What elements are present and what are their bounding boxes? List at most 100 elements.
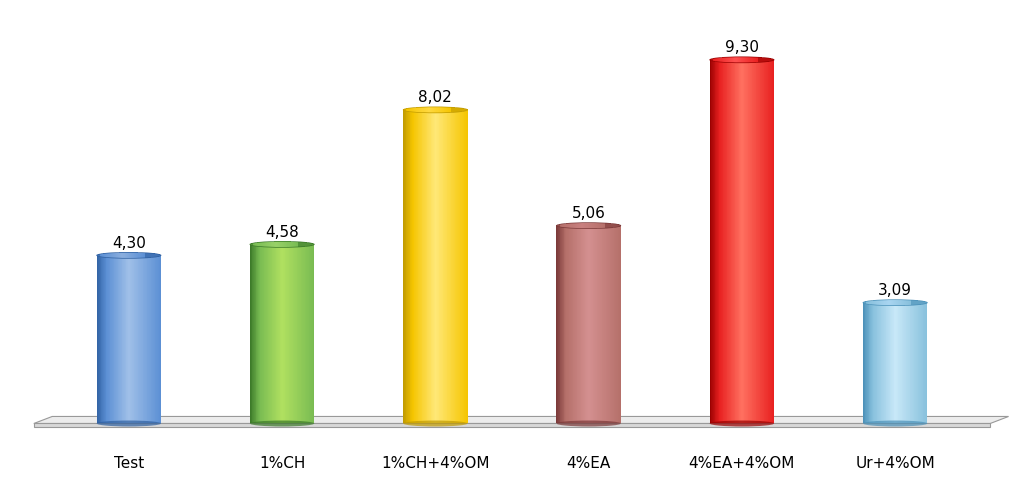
Bar — [594, 223, 595, 229]
Bar — [894, 300, 895, 306]
Text: 4,30: 4,30 — [112, 235, 145, 250]
Bar — [295, 242, 296, 248]
Bar — [607, 224, 608, 228]
Bar — [895, 300, 896, 306]
Bar — [921, 302, 922, 305]
Bar — [602, 224, 604, 229]
Bar — [883, 300, 884, 306]
Bar — [452, 108, 453, 113]
Bar — [884, 300, 885, 306]
Bar — [121, 253, 123, 259]
Bar — [865, 302, 866, 304]
Bar — [771, 60, 772, 62]
Bar — [739, 58, 740, 64]
Bar — [896, 300, 897, 306]
Bar — [578, 223, 579, 229]
Bar — [270, 242, 271, 248]
Bar — [110, 254, 111, 258]
Bar — [115, 253, 116, 258]
Bar — [135, 253, 136, 259]
Bar — [312, 244, 313, 246]
Bar — [571, 224, 572, 229]
Bar — [152, 254, 153, 258]
Bar — [409, 109, 410, 112]
Bar — [257, 243, 258, 247]
Bar — [275, 242, 276, 248]
Bar — [564, 224, 565, 228]
Bar — [435, 107, 436, 114]
Bar — [588, 223, 589, 229]
Bar — [467, 110, 468, 111]
Bar — [885, 300, 886, 306]
Bar — [114, 253, 115, 258]
Bar — [730, 58, 731, 63]
Bar — [147, 254, 148, 258]
Bar — [924, 302, 926, 304]
Bar — [446, 108, 447, 113]
Bar — [732, 58, 733, 63]
Bar — [97, 255, 98, 257]
Bar — [863, 302, 864, 303]
Bar — [879, 301, 881, 306]
Bar — [142, 253, 143, 258]
Bar — [905, 300, 906, 306]
Bar — [599, 223, 600, 229]
Bar — [129, 253, 130, 259]
Bar — [123, 253, 124, 259]
Bar — [293, 242, 294, 248]
Bar — [125, 253, 126, 259]
Bar — [273, 242, 274, 248]
Bar — [612, 224, 613, 228]
Bar — [459, 109, 460, 113]
Bar — [898, 300, 899, 306]
Bar — [103, 254, 104, 257]
Bar — [450, 108, 451, 113]
Bar — [133, 253, 134, 259]
Bar — [754, 58, 755, 63]
Bar — [96, 255, 97, 257]
Bar — [868, 302, 869, 305]
Bar — [769, 59, 770, 62]
Bar — [408, 109, 409, 112]
Bar — [258, 243, 259, 247]
Bar — [561, 225, 562, 228]
Bar — [253, 243, 254, 246]
Bar — [284, 242, 285, 248]
Bar — [749, 58, 750, 63]
Bar — [279, 242, 280, 248]
Polygon shape — [34, 424, 990, 427]
Bar — [434, 107, 435, 114]
Bar — [889, 300, 890, 306]
Bar — [742, 58, 743, 64]
Bar — [906, 300, 907, 306]
Bar — [557, 225, 559, 227]
Bar — [881, 301, 882, 306]
Bar — [304, 243, 306, 247]
Bar — [424, 108, 425, 113]
Bar — [265, 242, 266, 247]
Bar — [126, 253, 127, 259]
Bar — [292, 242, 293, 248]
Bar — [608, 224, 609, 228]
Bar — [282, 242, 284, 248]
Bar — [118, 253, 119, 258]
Bar — [872, 301, 873, 305]
Bar — [770, 60, 771, 62]
Bar — [565, 224, 566, 228]
Bar — [433, 107, 434, 114]
Bar — [713, 60, 714, 62]
Bar — [893, 300, 894, 306]
Bar — [440, 108, 441, 114]
Bar — [140, 253, 141, 258]
Bar — [737, 58, 738, 64]
Bar — [570, 224, 571, 228]
Text: 9,30: 9,30 — [725, 40, 759, 55]
Bar — [759, 58, 760, 63]
Bar — [130, 253, 131, 259]
Bar — [302, 242, 303, 247]
Bar — [303, 242, 304, 247]
Bar — [613, 224, 614, 228]
Bar — [566, 224, 567, 228]
Bar — [772, 60, 773, 61]
Bar — [743, 58, 744, 64]
